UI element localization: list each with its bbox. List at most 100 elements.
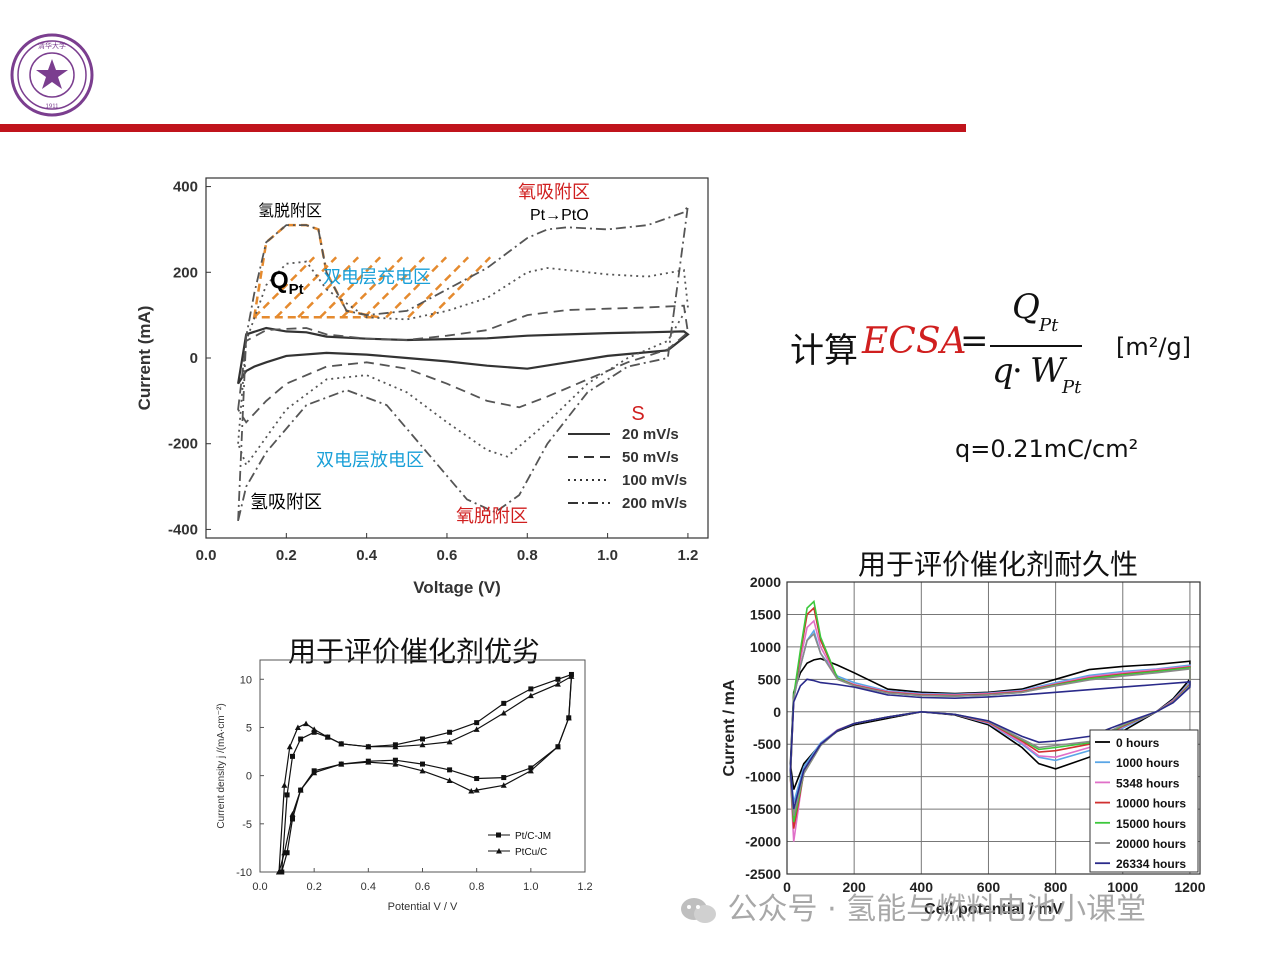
university-seal-icon: 清华大学 1911 [10, 33, 94, 117]
x-tick-label: 1.0 [523, 881, 538, 893]
x-tick-label: 0.6 [437, 547, 458, 564]
formula-denominator-w: W [1030, 351, 1065, 391]
y-tick-label: 0 [246, 771, 252, 783]
legend-label: 1000 hours [1116, 756, 1180, 770]
series-marker [568, 673, 575, 679]
x-tick-label: 0.8 [517, 547, 538, 564]
x-tick-label: 0.2 [307, 881, 322, 893]
watermark: 公众号 · 氢能与燃料电池小课堂 [680, 884, 1146, 928]
y-tick-label: 1000 [750, 639, 781, 655]
x-axis-label: Voltage (V) [413, 578, 501, 597]
series-marker [365, 743, 372, 750]
legend-label: 100 mV/s [622, 472, 687, 489]
series-marker [528, 686, 534, 692]
y-tick-label: -500 [753, 736, 781, 752]
series-marker [554, 681, 561, 687]
series-marker [338, 761, 345, 767]
annotation-label: 氧吸附区 [518, 182, 590, 202]
series-marker [468, 788, 475, 794]
qpt-hatch-line [297, 256, 360, 319]
series-line-7 [789, 678, 1191, 810]
x-tick-label: 1.2 [677, 547, 698, 564]
y-tick-label: -10 [236, 867, 252, 879]
y-tick-label: -400 [168, 521, 198, 538]
x-axis-label: Potential V / V [388, 901, 458, 913]
qpt-hatch-line [253, 256, 316, 319]
wechat-icon [680, 896, 718, 926]
series-marker [279, 869, 285, 875]
annotation-label: Pt→PtO [530, 207, 589, 224]
series-marker [281, 782, 288, 788]
y-tick-label: 0 [190, 350, 198, 367]
annotation-label: 双电层充电区 [323, 267, 431, 287]
series-marker [527, 767, 534, 774]
y-tick-label: -1500 [745, 801, 781, 817]
qpt-hatch-line [363, 256, 426, 319]
x-tick-label: 1200 [1174, 879, 1205, 895]
series-marker [281, 849, 288, 856]
x-tick-label: 0.6 [415, 881, 430, 893]
series-marker [565, 714, 572, 721]
x-tick-label: 0.2 [276, 547, 297, 564]
legend-label: 26334 hours [1116, 857, 1186, 871]
catalyst-comparison-chart: 0.0 0.2 0.4 0.6 0.8 1.0 1.2 -10 -5 0 5 10 Potential … [216, 659, 593, 913]
x-tick-label: 0 [783, 879, 791, 895]
series-marker [447, 729, 453, 735]
y-tick-label: -1000 [745, 769, 781, 785]
annotation-label: QPt [270, 267, 304, 298]
formula-prefix: 计算 [790, 331, 858, 371]
series-marker [474, 776, 480, 782]
y-tick-label: 5 [246, 722, 252, 734]
legend-label: 50 mV/s [622, 449, 679, 466]
qpt-hatch-line [319, 256, 382, 319]
fraction-bar [990, 345, 1082, 347]
caption-right: 用于评价催化剂耐久性 [858, 548, 1139, 581]
formula-equals: = [960, 321, 989, 361]
y-tick-label: -200 [168, 436, 198, 453]
series-marker [365, 759, 372, 765]
x-tick-label: 0.0 [196, 547, 217, 564]
legend-label: 200 mV/s [622, 495, 687, 512]
series-marker [554, 743, 561, 750]
series-marker [420, 761, 425, 767]
formula-denominator-dot: · [1012, 351, 1023, 391]
series-marker [500, 710, 507, 716]
series-marker [311, 769, 318, 776]
series-marker [501, 700, 507, 706]
x-axis-label: Cell potential / mV [924, 901, 1063, 918]
series-marker [392, 761, 399, 767]
y-tick-label: 0 [773, 704, 781, 720]
series-marker [311, 729, 317, 735]
y-tick-label: 2000 [750, 574, 781, 590]
formula-lhs: ECSA [862, 321, 967, 362]
y-axis-label: Current (mA) [135, 306, 154, 411]
series-marker [392, 757, 398, 763]
legend-title: S [631, 403, 644, 425]
legend-label: PtCu/C [515, 847, 547, 858]
series-marker [324, 734, 331, 740]
series-marker [338, 740, 345, 747]
legend-marker [496, 848, 502, 854]
formula-numerator: Q [1012, 287, 1040, 327]
series-marker [311, 726, 318, 732]
x-tick-label: 800 [1044, 879, 1068, 895]
header-accent-bar [0, 124, 966, 132]
formula-denominator-sub: Pt [1062, 377, 1082, 398]
ecsa-formula: 计算 ECSA = Q Pt q · W Pt [m²/g] [790, 287, 1210, 405]
series-marker [294, 724, 301, 730]
cv-main-chart: 0.0 0.2 0.4 0.6 0.8 1.0 1.2 -400 -200 0 200 400 Volt… [135, 177, 709, 597]
formula-denominator-q: q [992, 351, 1014, 391]
qpt-hatch-line [429, 256, 492, 319]
series-marker [419, 767, 426, 774]
series-marker [446, 777, 453, 783]
qpt-hatch-line [275, 256, 338, 319]
watermark-text: 公众号 · 氢能与燃料电池小课堂 [727, 892, 1147, 927]
series-line-1 [237, 326, 690, 385]
y-axis-label: Current / mA [721, 679, 738, 776]
y-tick-label: -2000 [745, 834, 781, 850]
series-marker [419, 741, 426, 748]
legend-label: 0 hours [1116, 736, 1160, 750]
series-marker [392, 743, 399, 750]
series-marker [500, 782, 507, 788]
x-tick-label: 600 [977, 879, 1001, 895]
